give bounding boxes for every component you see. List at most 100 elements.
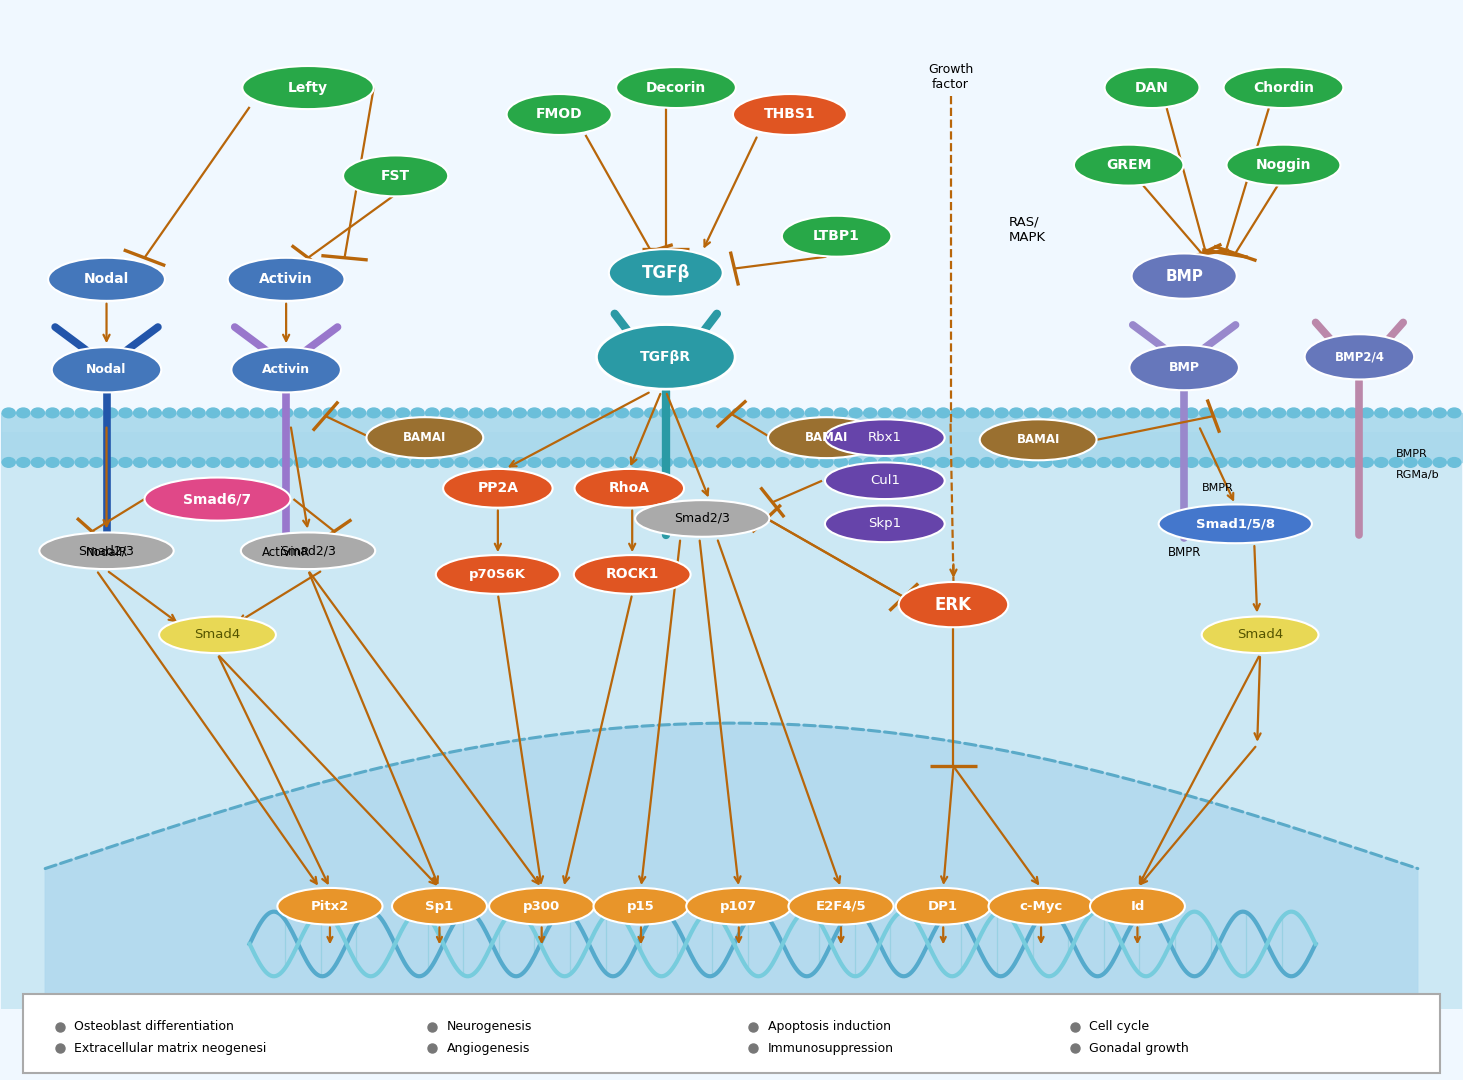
Circle shape <box>279 408 293 418</box>
Circle shape <box>616 458 629 468</box>
Ellipse shape <box>789 888 894 924</box>
Circle shape <box>162 458 176 468</box>
Circle shape <box>382 408 395 418</box>
FancyBboxPatch shape <box>1 1 1462 432</box>
Text: Id: Id <box>1131 900 1144 913</box>
Circle shape <box>470 458 483 468</box>
Circle shape <box>192 408 205 418</box>
Text: Smad4: Smad4 <box>1238 629 1283 642</box>
Circle shape <box>1053 408 1067 418</box>
Circle shape <box>951 408 964 418</box>
Ellipse shape <box>768 417 885 458</box>
Text: Sp1: Sp1 <box>426 900 454 913</box>
Circle shape <box>1185 408 1198 418</box>
Circle shape <box>221 458 234 468</box>
Circle shape <box>309 408 322 418</box>
Circle shape <box>470 408 483 418</box>
Circle shape <box>790 458 803 468</box>
Circle shape <box>746 408 759 418</box>
Circle shape <box>119 408 132 418</box>
Circle shape <box>265 408 278 418</box>
Circle shape <box>1039 408 1052 418</box>
Circle shape <box>704 408 717 418</box>
Text: GREM: GREM <box>1106 158 1151 172</box>
Text: THBS1: THBS1 <box>764 108 816 121</box>
Ellipse shape <box>616 67 736 108</box>
Circle shape <box>162 408 176 418</box>
Circle shape <box>1185 458 1198 468</box>
Circle shape <box>1346 458 1359 468</box>
Ellipse shape <box>159 617 277 653</box>
Text: ERK: ERK <box>935 596 971 613</box>
Text: Nodal: Nodal <box>86 363 127 376</box>
Circle shape <box>1404 458 1418 468</box>
Circle shape <box>543 458 556 468</box>
Circle shape <box>1097 458 1110 468</box>
Circle shape <box>1141 408 1154 418</box>
Circle shape <box>1068 458 1081 468</box>
Circle shape <box>819 458 832 468</box>
Ellipse shape <box>575 469 685 508</box>
Ellipse shape <box>1090 888 1185 924</box>
Text: Osteoblast differentiation: Osteoblast differentiation <box>75 1021 234 1034</box>
Circle shape <box>805 408 818 418</box>
Circle shape <box>440 458 454 468</box>
Circle shape <box>309 458 322 468</box>
Ellipse shape <box>825 419 945 456</box>
Circle shape <box>411 458 424 468</box>
Ellipse shape <box>392 888 487 924</box>
Circle shape <box>1361 458 1374 468</box>
Circle shape <box>1097 408 1110 418</box>
Circle shape <box>338 408 351 418</box>
Text: Smad4: Smad4 <box>195 629 240 642</box>
Circle shape <box>528 458 541 468</box>
Circle shape <box>1083 458 1096 468</box>
Circle shape <box>572 408 585 418</box>
Circle shape <box>455 408 468 418</box>
Circle shape <box>980 458 993 468</box>
Circle shape <box>16 408 29 418</box>
Ellipse shape <box>443 469 553 508</box>
Text: Cul1: Cul1 <box>870 474 900 487</box>
Circle shape <box>1258 408 1271 418</box>
Ellipse shape <box>489 888 594 924</box>
Circle shape <box>148 458 161 468</box>
Text: TGFβR: TGFβR <box>641 350 692 364</box>
Circle shape <box>60 408 73 418</box>
Circle shape <box>1200 458 1213 468</box>
Circle shape <box>1024 408 1037 418</box>
Circle shape <box>353 408 366 418</box>
Circle shape <box>177 408 190 418</box>
Text: RhoA: RhoA <box>609 482 650 496</box>
Circle shape <box>1331 458 1344 468</box>
Text: Extracellular matrix neogenesi: Extracellular matrix neogenesi <box>75 1042 266 1055</box>
Ellipse shape <box>436 555 560 594</box>
Circle shape <box>60 458 73 468</box>
Ellipse shape <box>1223 67 1343 108</box>
Circle shape <box>192 458 205 468</box>
Circle shape <box>1053 458 1067 468</box>
Circle shape <box>1229 408 1242 418</box>
Circle shape <box>587 458 600 468</box>
Circle shape <box>528 408 541 418</box>
Ellipse shape <box>609 249 723 297</box>
Circle shape <box>775 458 789 468</box>
Circle shape <box>1024 458 1037 468</box>
Circle shape <box>878 458 891 468</box>
Circle shape <box>557 458 571 468</box>
Ellipse shape <box>243 66 373 109</box>
Text: TGFβ: TGFβ <box>642 264 691 282</box>
Circle shape <box>514 458 527 468</box>
Text: c-Myc: c-Myc <box>1020 900 1062 913</box>
Circle shape <box>1390 458 1403 468</box>
Circle shape <box>863 408 876 418</box>
Text: Smad2/3: Smad2/3 <box>674 512 730 525</box>
Circle shape <box>805 458 818 468</box>
Circle shape <box>834 458 847 468</box>
Text: Skp1: Skp1 <box>868 517 901 530</box>
Text: FMOD: FMOD <box>535 108 582 121</box>
Ellipse shape <box>597 325 734 389</box>
Circle shape <box>426 408 439 418</box>
Ellipse shape <box>231 347 341 392</box>
Circle shape <box>323 408 336 418</box>
